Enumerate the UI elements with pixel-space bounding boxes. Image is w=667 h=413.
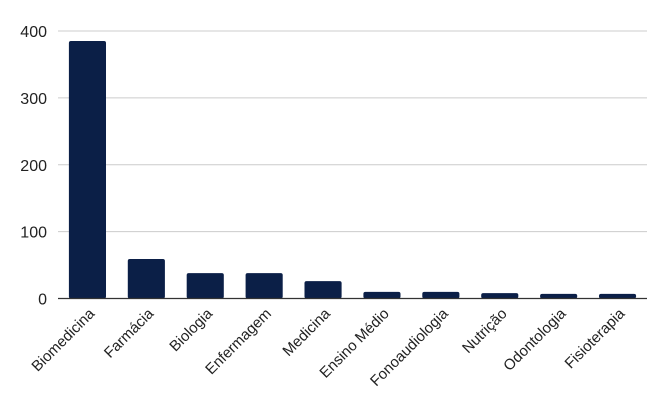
bar-ensino-m-dio: [363, 291, 401, 299]
y-tick-label: 100: [20, 225, 47, 242]
bar-fonoaudiologia: [422, 291, 460, 299]
y-tick-label: 300: [20, 91, 47, 108]
x-category-label: Biologia: [166, 305, 216, 355]
y-axis-ticks: 0 100 200 300 400: [20, 24, 47, 309]
bar-biologia: [186, 273, 224, 299]
y-tick-label: 200: [20, 158, 47, 175]
x-category-label: Odontologia: [500, 305, 570, 375]
bars: [68, 41, 637, 299]
x-category-label: Farmácia: [101, 305, 158, 362]
bar-fisioterapia: [598, 293, 637, 299]
bar-medicina: [304, 281, 342, 299]
x-category-label: Nutrição: [459, 305, 511, 357]
x-category-label: Biomedicina: [28, 305, 98, 375]
bar-nutri-o: [481, 293, 519, 299]
bar-biomedicina: [68, 41, 107, 299]
x-category-label: Fisioterapia: [562, 305, 629, 372]
y-tick-label: 400: [20, 24, 47, 41]
bar-odontologia: [540, 293, 578, 299]
bar-farm-cia: [127, 259, 165, 299]
bar-enfermagem: [245, 273, 283, 299]
gridlines: [58, 30, 647, 233]
y-tick-label: 0: [38, 292, 47, 309]
x-category-label: Medicina: [279, 305, 334, 360]
